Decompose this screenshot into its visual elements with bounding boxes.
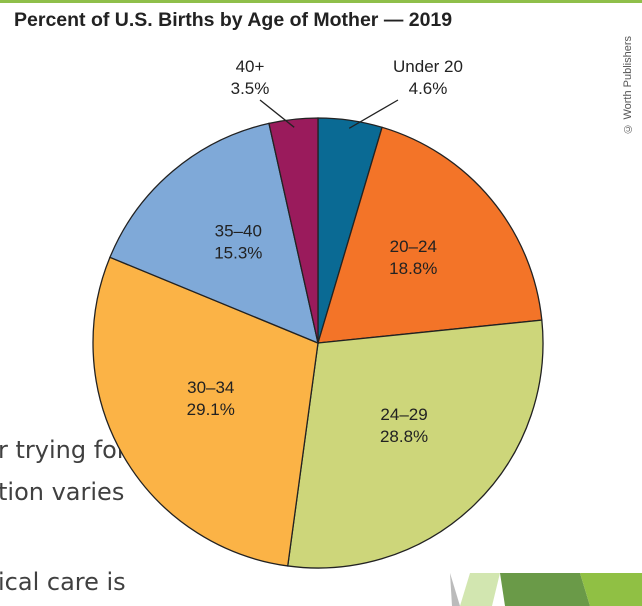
slice-label-3: 30–34	[187, 378, 234, 397]
slice-value-0: 4.6%	[409, 79, 448, 98]
deco-shape-green	[580, 573, 642, 606]
pie-slice-4	[109, 122, 319, 345]
slice-label-4: 35–40	[215, 221, 262, 240]
slice-value-3: 29.1%	[187, 400, 235, 419]
slice-label-5: 40+	[236, 57, 265, 76]
slide-text-line-2: tion varies	[0, 478, 125, 506]
slice-label-2: 24–29	[380, 405, 427, 424]
pie-slice-2	[286, 319, 544, 569]
slice-value-2: 28.8%	[380, 427, 428, 446]
slice-label-1: 20–24	[390, 237, 437, 256]
leader-line-0	[348, 99, 399, 129]
slice-value-1: 18.8%	[389, 259, 437, 278]
chart-title: Percent of U.S. Births by Age of Mother …	[14, 9, 453, 31]
deco-shape-dark	[500, 573, 590, 606]
deco-line	[450, 573, 460, 606]
slice-label-0: Under 20	[393, 57, 463, 76]
slice-value-5: 3.5%	[231, 79, 270, 98]
leader-line-5	[259, 99, 295, 128]
deco-shape-light	[460, 573, 500, 606]
pie-slice-1	[317, 126, 543, 344]
slide-top-accent	[0, 0, 642, 3]
credit-text: © Worth Publishers	[622, 36, 634, 135]
pie-slice-5	[268, 117, 319, 344]
pie-slice-3	[92, 256, 319, 567]
slide-text-line-1: r trying for	[0, 436, 127, 464]
slice-value-4: 15.3%	[214, 243, 262, 262]
slide-text-line-3: ical care is	[0, 568, 126, 596]
